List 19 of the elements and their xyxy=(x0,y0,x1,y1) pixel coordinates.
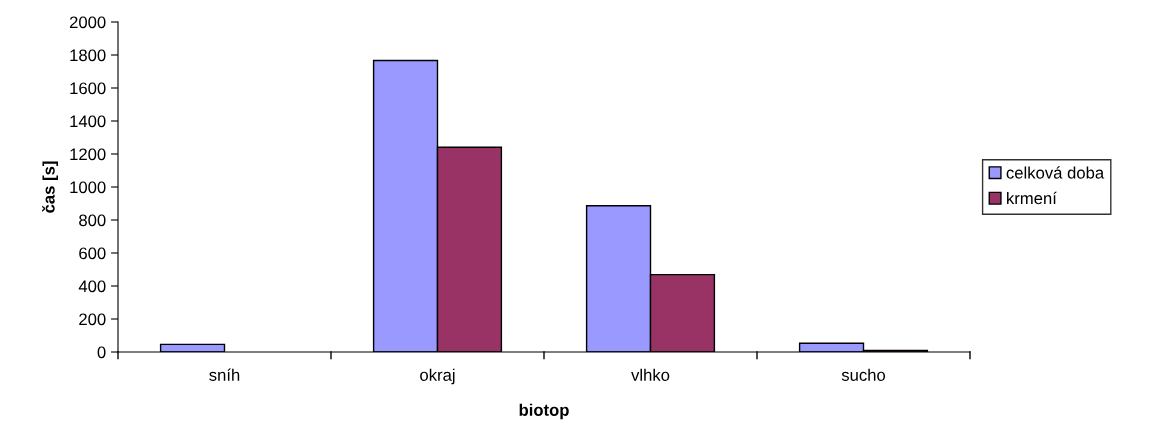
y-tick-label: 800 xyxy=(79,214,106,227)
y-tick-label: 1600 xyxy=(70,82,106,95)
y-tick-label: 2000 xyxy=(69,16,106,29)
y-axis-title: čas [s] xyxy=(42,161,59,213)
y-tick-label: 1800 xyxy=(70,49,106,62)
y-tick-label: 200 xyxy=(79,313,106,326)
y-tick-label: 1400 xyxy=(70,115,106,128)
x-tick-label: sucho xyxy=(841,368,886,381)
y-tick-label: 1000 xyxy=(70,181,106,194)
x-tick-label: vlhko xyxy=(631,368,670,381)
legend-label: krmení xyxy=(1007,191,1057,205)
x-tick-label: okraj xyxy=(420,368,455,385)
y-tick-label: 1200 xyxy=(70,148,106,161)
y-tick-label: 600 xyxy=(79,247,106,260)
y-tick-label: 0 xyxy=(97,346,106,359)
x-axis-title: biotop xyxy=(519,403,569,420)
legend-label: celková doba xyxy=(1006,166,1105,179)
y-tick-label: 400 xyxy=(78,280,106,293)
x-tick-label: sníh xyxy=(209,368,240,381)
